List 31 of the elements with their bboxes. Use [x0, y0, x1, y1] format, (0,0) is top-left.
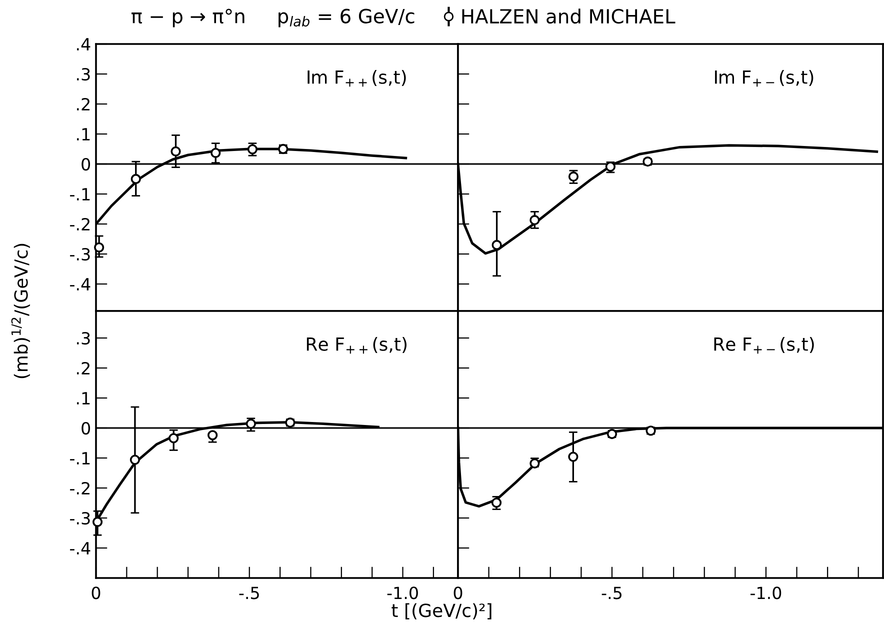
- y-tick-label: -.3: [70, 248, 90, 261]
- annotation: Re F$_{+−}$(s,t): [714, 336, 814, 354]
- y-tick-label: .4: [77, 38, 90, 50]
- y-tick-label: .1: [77, 392, 90, 404]
- x-tick-label: 0: [92, 586, 100, 600]
- y-tick-label: -.2: [70, 218, 90, 230]
- y-tick-label: .1: [77, 128, 90, 140]
- y-axis-title: (mb)$^{1/2}$/(GeV/c): [11, 244, 30, 378]
- annotation: Im F$_{++}$(s,t): [308, 70, 406, 87]
- chart-title: π − p → π°n p$_{lab}$ = 6 GeV/c: [132, 8, 414, 28]
- y-tick-label: .3: [77, 68, 90, 81]
- x-tick-label: -1.0: [750, 586, 782, 600]
- y-tick-label: 0: [82, 158, 90, 171]
- annotation: Re F$_{++}$(s,t): [306, 336, 406, 354]
- x-tick-label: -.5: [239, 586, 259, 600]
- y-tick-label: -.2: [70, 482, 90, 494]
- y-tick-label: -.3: [70, 512, 90, 525]
- x-tick-label: 0: [454, 586, 462, 600]
- y-tick-label: .2: [77, 98, 90, 110]
- y-tick-label: -.4: [70, 542, 90, 554]
- x-tick-label: -.5: [602, 586, 622, 600]
- annotation: Im F$_{+−}$(s,t): [715, 70, 814, 87]
- legend-label: HALZEN and MICHAEL: [462, 8, 676, 24]
- y-tick-label: .2: [77, 362, 90, 374]
- y-tick-label: -.1: [70, 188, 90, 200]
- x-axis-title: t [(GeV/c)²]: [392, 603, 492, 620]
- y-tick-label: -.4: [70, 278, 90, 290]
- y-tick-label: -.1: [70, 452, 90, 464]
- y-tick-label: 0: [82, 422, 90, 435]
- x-tick-label: -1.0: [387, 586, 418, 600]
- y-tick-label: .3: [77, 332, 90, 345]
